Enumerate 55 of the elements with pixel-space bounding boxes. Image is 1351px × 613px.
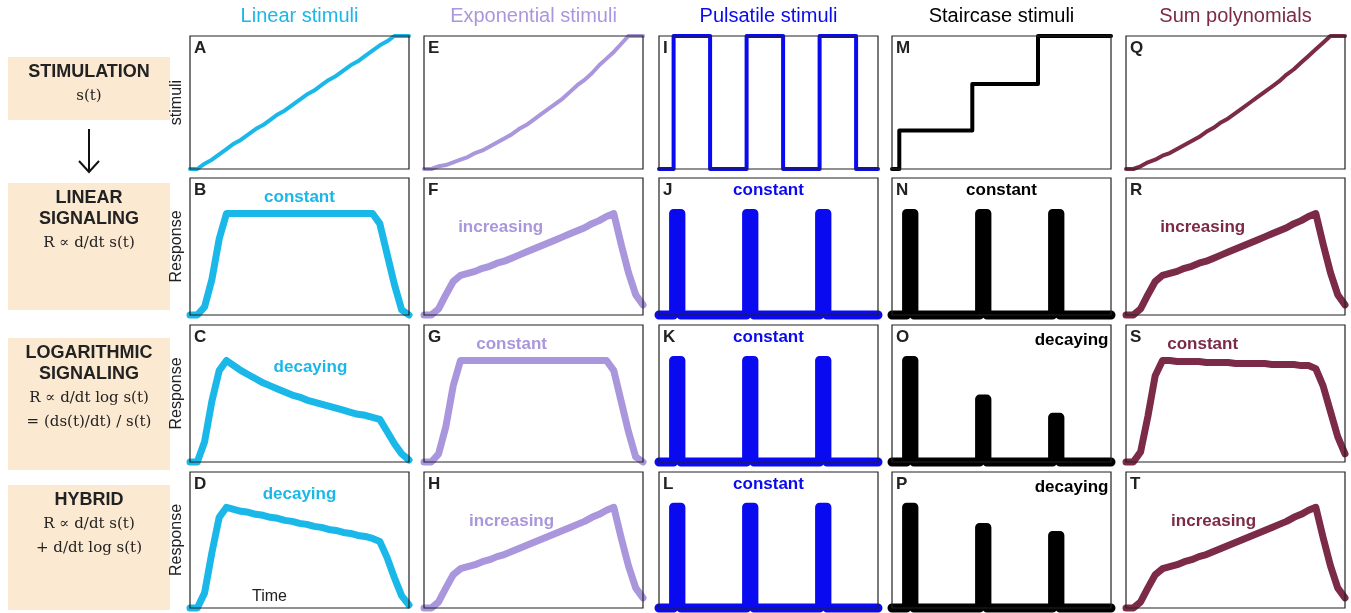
text: LINEAR SIGNALING xyxy=(38,187,140,229)
text: T xyxy=(1130,474,1141,494)
annotation: decaying xyxy=(273,357,348,377)
y-axis-title: Response xyxy=(167,357,185,430)
annotation: Q xyxy=(1130,38,1144,58)
text: constant xyxy=(733,180,805,200)
text: O xyxy=(896,327,910,347)
x-axis-title: Time xyxy=(252,587,288,605)
text: D xyxy=(194,474,207,494)
text: constant xyxy=(733,327,805,347)
text: decaying xyxy=(1034,330,1109,350)
text: L xyxy=(663,474,674,494)
text: constant xyxy=(966,180,1038,200)
text: + d/dt log s(t) xyxy=(35,537,143,558)
text: constant xyxy=(733,474,805,494)
chart-title: Exponential stimuli xyxy=(450,3,617,26)
text: G xyxy=(428,327,442,347)
text: P xyxy=(896,474,908,494)
text: R ∝ d/dt s(t) xyxy=(42,513,136,534)
annotation: A xyxy=(194,38,207,58)
chart-title: Staircase stimuli xyxy=(928,3,1075,26)
annotation: M xyxy=(896,38,911,58)
text: constant xyxy=(1167,334,1239,354)
text: R ∝ d/dt s(t) xyxy=(42,232,136,253)
text: J xyxy=(663,180,673,200)
text: N xyxy=(896,180,909,200)
text: constant xyxy=(476,334,548,354)
y-axis-title: stimuli xyxy=(167,79,185,126)
annotation: increasing xyxy=(469,510,555,530)
text: s(t) xyxy=(75,85,103,106)
text: F xyxy=(428,180,439,200)
chart-title: Sum polynomials xyxy=(1159,3,1312,26)
annotation: increasing xyxy=(458,217,544,237)
annotation: increasing xyxy=(1160,217,1246,237)
chart-title: Pulsatile stimuli xyxy=(699,3,838,26)
text: decaying xyxy=(1034,476,1109,496)
text: HYBRID xyxy=(53,489,125,510)
text: LOGARITHMIC SIGNALING xyxy=(24,342,154,384)
text: B xyxy=(194,180,207,200)
annotation: I xyxy=(663,38,668,58)
text: C xyxy=(194,327,207,347)
text: K xyxy=(663,327,676,347)
y-axis-title: Response xyxy=(167,210,185,283)
annotation: increasing xyxy=(1171,510,1257,530)
text: S xyxy=(1130,327,1142,347)
text: R xyxy=(1130,180,1143,200)
annotation: E xyxy=(428,38,440,58)
text: = (ds(t)/dt) / s(t) xyxy=(25,411,153,432)
text: STIMULATION xyxy=(27,61,151,82)
chart-title: Linear stimuli xyxy=(240,3,359,26)
text: constant xyxy=(264,187,336,207)
y-axis-title: Response xyxy=(167,503,185,577)
text: H xyxy=(428,474,441,494)
text: decaying xyxy=(262,483,337,503)
text: R ∝ d/dt log s(t) xyxy=(28,387,150,408)
